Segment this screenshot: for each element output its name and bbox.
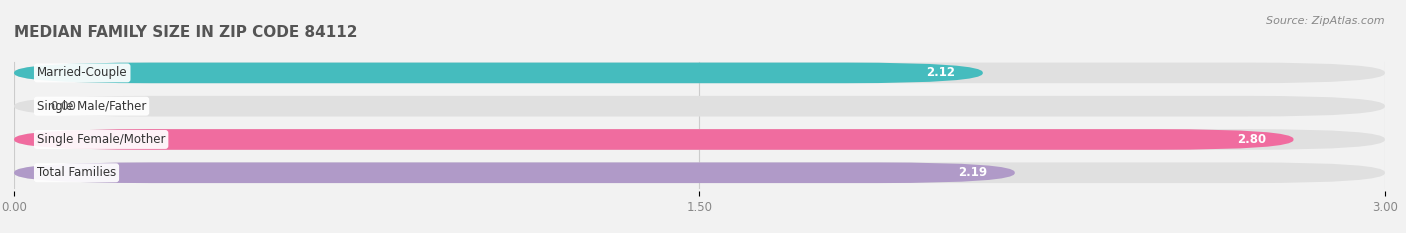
- Text: Source: ZipAtlas.com: Source: ZipAtlas.com: [1267, 16, 1385, 26]
- FancyBboxPatch shape: [14, 129, 1294, 150]
- Text: 2.80: 2.80: [1237, 133, 1267, 146]
- Text: 2.19: 2.19: [959, 166, 987, 179]
- Text: Total Families: Total Families: [37, 166, 117, 179]
- Text: Married-Couple: Married-Couple: [37, 66, 128, 79]
- FancyBboxPatch shape: [14, 162, 1385, 183]
- FancyBboxPatch shape: [14, 162, 1015, 183]
- Text: Single Female/Mother: Single Female/Mother: [37, 133, 166, 146]
- Text: MEDIAN FAMILY SIZE IN ZIP CODE 84112: MEDIAN FAMILY SIZE IN ZIP CODE 84112: [14, 25, 357, 40]
- FancyBboxPatch shape: [14, 63, 1385, 83]
- FancyBboxPatch shape: [14, 96, 1385, 116]
- FancyBboxPatch shape: [14, 129, 1385, 150]
- Text: 0.00: 0.00: [51, 100, 76, 113]
- Text: 2.12: 2.12: [927, 66, 956, 79]
- Text: Single Male/Father: Single Male/Father: [37, 100, 146, 113]
- FancyBboxPatch shape: [14, 63, 983, 83]
